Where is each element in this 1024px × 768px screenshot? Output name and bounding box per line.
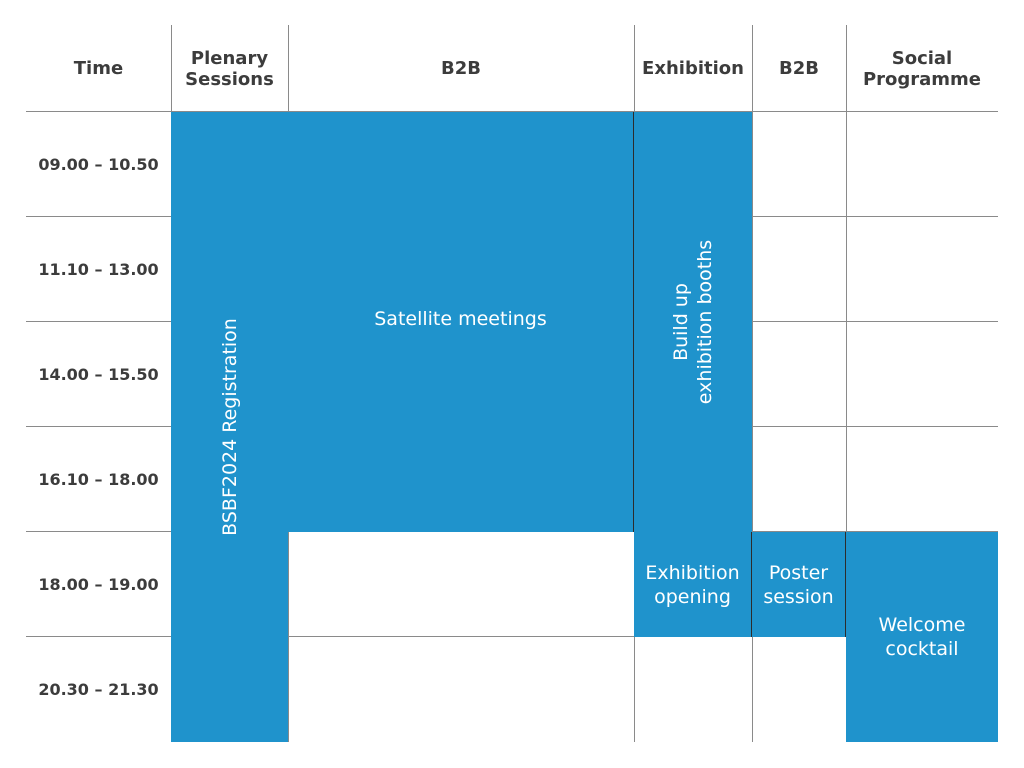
- time-slot: 14.00 – 15.50: [26, 322, 171, 427]
- time-slot-label: 18.00 – 19.00: [38, 575, 159, 594]
- time-slot: 09.00 – 10.50: [26, 112, 171, 217]
- event-build-line2: exhibition booths: [694, 239, 716, 405]
- column-divider: [846, 25, 847, 742]
- row-divider: [26, 636, 998, 637]
- event-exhibition-opening-line2: opening: [654, 585, 731, 608]
- event-build-line1: Build up: [670, 283, 692, 361]
- event-welcome-cocktail: Welcome cocktail: [846, 532, 998, 742]
- time-slot-label: 16.10 – 18.00: [38, 470, 159, 489]
- header-social-programme: Social Programme: [846, 25, 998, 112]
- header-b2b-main-label: B2B: [441, 58, 481, 79]
- event-poster-line2: session: [763, 585, 834, 608]
- time-slot: 11.10 – 13.00: [26, 217, 171, 322]
- header-time: Time: [26, 25, 171, 112]
- event-welcome-line2: cocktail: [885, 638, 959, 660]
- header-exhibition-label: Exhibition: [642, 58, 744, 79]
- event-welcome-line1: Welcome: [878, 614, 966, 636]
- header-b2b-secondary: B2B: [752, 25, 846, 112]
- event-satellite-label: Satellite meetings: [374, 308, 547, 330]
- time-slot-label: 14.00 – 15.50: [38, 365, 159, 384]
- event-exhibition-opening-line1: Exhibition: [645, 561, 740, 584]
- time-slot: 20.30 – 21.30: [26, 637, 171, 742]
- event-registration: BSBF2024 Registration: [171, 112, 288, 742]
- event-satellite-meetings: Satellite meetings: [288, 112, 634, 532]
- event-exhibition-opening: Exhibition opening: [634, 532, 752, 637]
- event-poster-line1: Poster: [768, 561, 829, 584]
- header-time-label: Time: [73, 58, 124, 79]
- header-social-line2: Programme: [862, 68, 982, 90]
- time-slot-label: 09.00 – 10.50: [38, 155, 159, 174]
- header-b2b-main: B2B: [288, 25, 634, 112]
- column-divider: [752, 25, 753, 742]
- event-registration-label: BSBF2024 Registration: [218, 318, 241, 536]
- event-poster-session: Poster session: [752, 532, 846, 637]
- time-slot: 16.10 – 18.00: [26, 427, 171, 532]
- header-plenary-line1: Plenary: [190, 47, 269, 69]
- header-b2b-secondary-label: B2B: [779, 58, 819, 79]
- time-slot-label: 11.10 – 13.00: [38, 260, 159, 279]
- header-social-line1: Social: [891, 47, 953, 69]
- event-build-up-booths: Build up exhibition booths: [634, 112, 752, 532]
- row-divider: [26, 111, 998, 112]
- header-plenary-sessions: Plenary Sessions: [171, 25, 288, 112]
- header-exhibition: Exhibition: [634, 25, 752, 112]
- time-slot-label: 20.30 – 21.30: [38, 680, 159, 699]
- header-plenary-line2: Sessions: [185, 68, 274, 90]
- time-slot: 18.00 – 19.00: [26, 532, 171, 637]
